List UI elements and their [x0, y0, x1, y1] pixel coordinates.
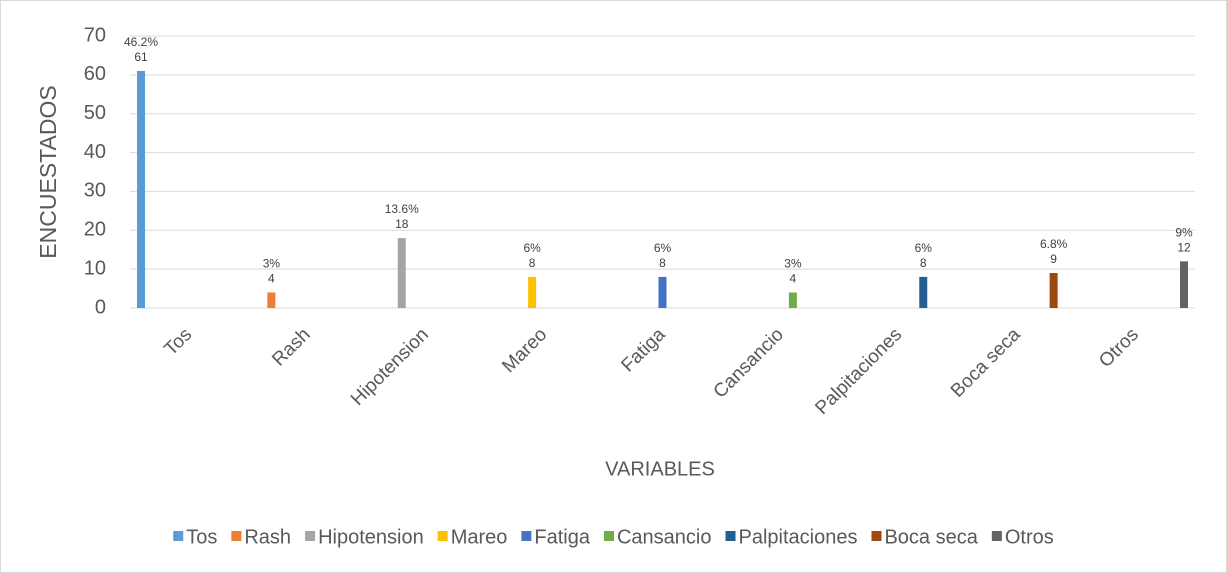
data-label: 8 — [920, 256, 927, 270]
bar — [397, 238, 406, 308]
bar — [1180, 261, 1188, 308]
data-label: 12 — [1177, 241, 1191, 255]
bar — [788, 292, 797, 308]
legend-label: Palpitaciones — [739, 526, 858, 548]
data-label: 4 — [790, 272, 797, 286]
percent-label: 6% — [915, 241, 933, 255]
legend-label: Boca seca — [884, 526, 978, 548]
legend-label: Hipotension — [318, 526, 424, 548]
bar — [919, 276, 928, 308]
data-label: 8 — [529, 256, 536, 270]
legend-swatch — [725, 531, 736, 541]
bar — [528, 276, 537, 308]
legend-swatch — [603, 531, 614, 541]
legend-swatch — [231, 531, 242, 541]
legend-label: Rash — [244, 526, 291, 548]
legend-swatch — [437, 531, 448, 541]
legend-swatch — [173, 531, 184, 541]
percent-label: 3% — [263, 257, 281, 271]
legend-label: Otros — [1005, 526, 1054, 548]
data-label: 9 — [1050, 252, 1057, 266]
bar — [137, 70, 145, 308]
bar — [658, 276, 667, 308]
percent-label: 9% — [1175, 226, 1193, 240]
data-label: 8 — [659, 256, 666, 270]
legend-label: Cansancio — [617, 526, 712, 548]
y-tick-label: 30 — [84, 180, 106, 202]
legend-label: Fatiga — [534, 526, 590, 548]
legend-swatch — [991, 531, 1002, 541]
y-tick-label: 10 — [84, 257, 106, 279]
legend-swatch — [871, 531, 882, 541]
data-label: 18 — [395, 217, 409, 231]
legend-label: Mareo — [451, 526, 508, 548]
bar — [1049, 273, 1058, 308]
y-tick-label: 50 — [84, 102, 106, 124]
data-label: 61 — [134, 50, 148, 64]
y-tick-label: 20 — [84, 219, 106, 241]
y-tick-label: 60 — [84, 63, 106, 85]
percent-label: 6% — [523, 241, 541, 255]
percent-label: 13.6% — [385, 202, 419, 216]
bar — [267, 292, 276, 308]
y-tick-label: 0 — [95, 296, 106, 318]
x-axis-title: VARIABLES — [605, 458, 715, 480]
percent-label: 46.2% — [124, 35, 158, 49]
y-axis-title: ENCUESTADOS — [35, 85, 61, 258]
data-label: 4 — [268, 272, 275, 286]
percent-label: 6.8% — [1040, 237, 1068, 251]
legend-swatch — [521, 531, 532, 541]
legend-swatch — [305, 531, 316, 541]
legend-label: Tos — [186, 526, 217, 548]
percent-label: 3% — [784, 257, 802, 271]
percent-label: 6% — [654, 241, 672, 255]
y-tick-label: 70 — [84, 24, 106, 46]
y-tick-label: 40 — [84, 141, 106, 163]
